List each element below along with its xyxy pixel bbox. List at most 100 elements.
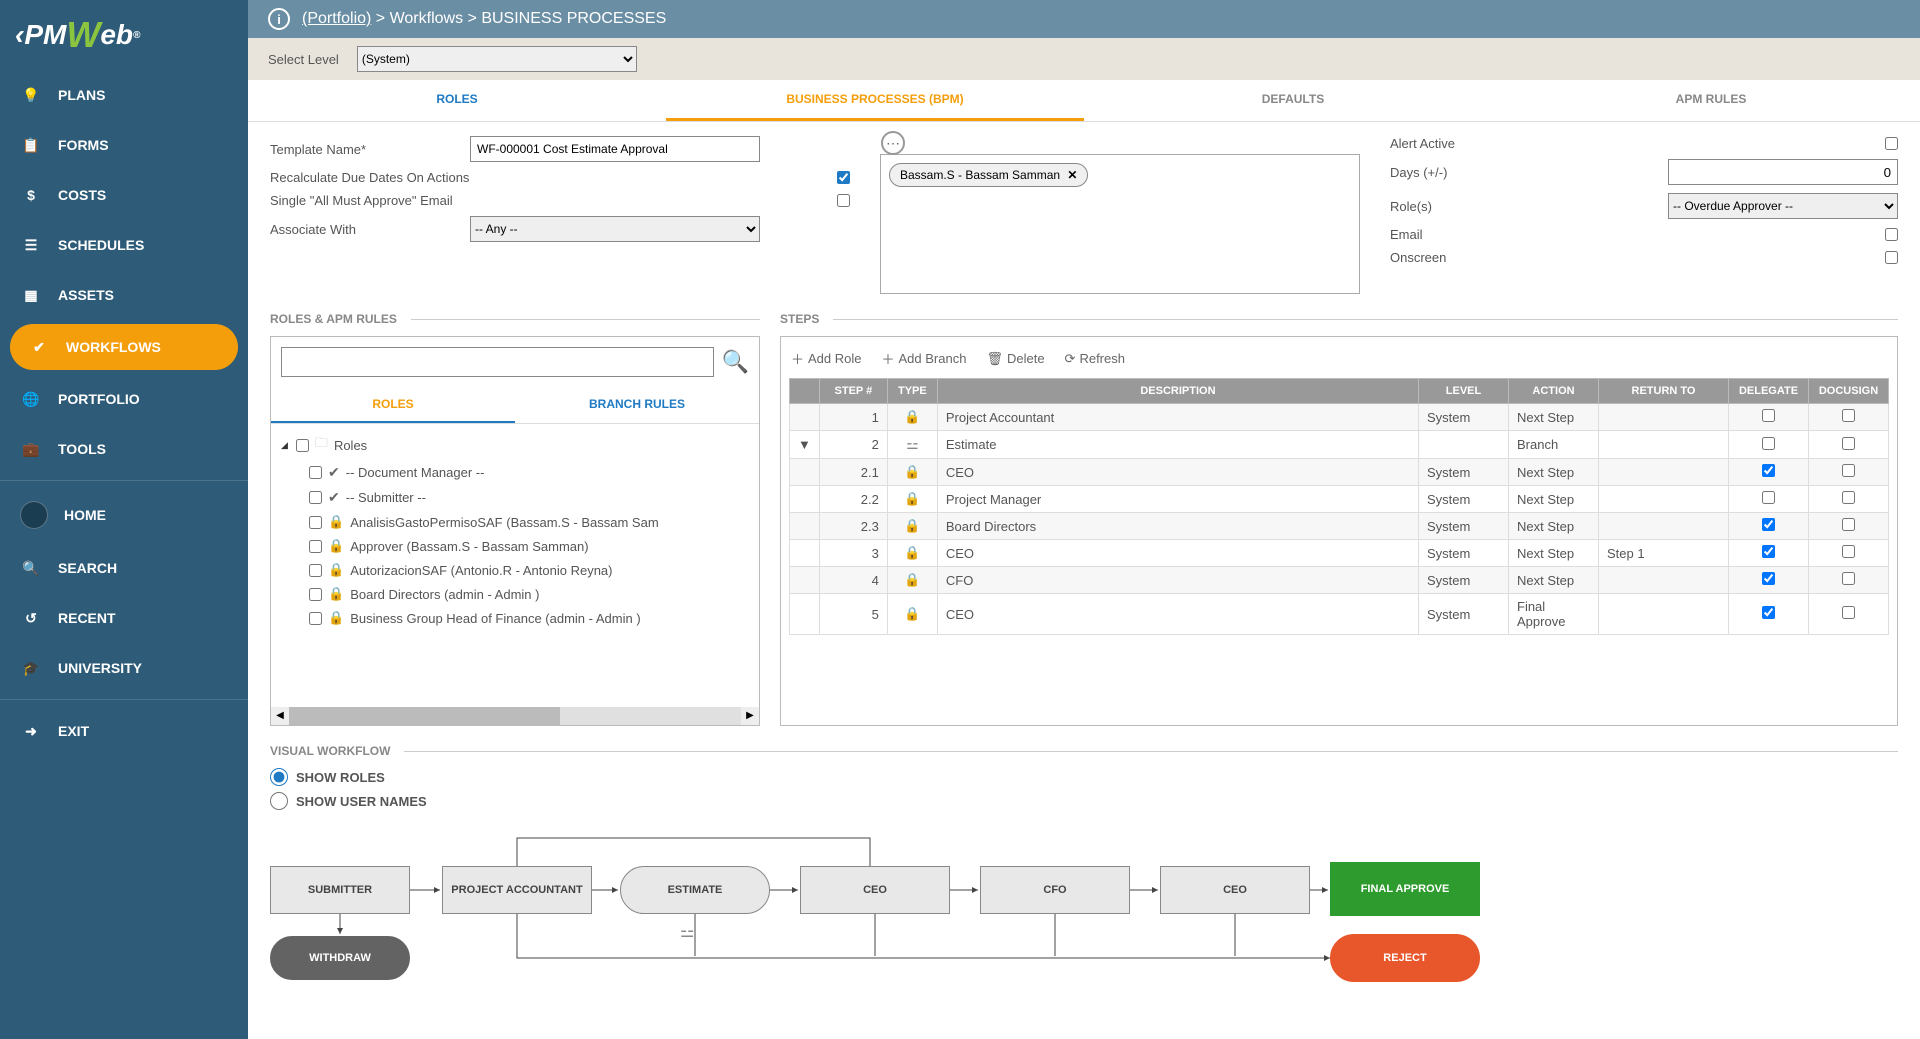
delegate-checkbox[interactable] (1762, 437, 1775, 450)
tag-box[interactable]: ⋯ Bassam.S - Bassam Samman ✕ (880, 154, 1360, 294)
docusign-checkbox[interactable] (1842, 606, 1855, 619)
breadcrumb-portfolio[interactable]: (Portfolio) (302, 10, 371, 27)
days-input[interactable] (1668, 159, 1898, 185)
refresh-button[interactable]: ⟳Refresh (1065, 349, 1125, 368)
delegate-checkbox[interactable] (1762, 545, 1775, 558)
level-select[interactable]: (System) (357, 46, 637, 72)
nav-recent[interactable]: ↺RECENT (0, 593, 248, 643)
docusign-checkbox[interactable] (1842, 545, 1855, 558)
nav-portfolio[interactable]: 🌐PORTFOLIO (0, 374, 248, 424)
tree-item[interactable]: 🔒AnalisisGastoPermisoSAF (Bassam.S - Bas… (279, 510, 751, 534)
roles-tab-branch-rules[interactable]: BRANCH RULES (515, 387, 759, 423)
tab-business-processes-bpm-[interactable]: BUSINESS PROCESSES (BPM) (666, 80, 1084, 121)
docusign-cell[interactable] (1809, 513, 1889, 540)
tree-item[interactable]: ✔-- Submitter -- (279, 485, 751, 510)
docusign-cell[interactable] (1809, 594, 1889, 635)
nav-university[interactable]: 🎓UNIVERSITY (0, 643, 248, 693)
tree-root[interactable]: 🗀 Roles (279, 430, 751, 460)
hscroll[interactable]: ◀▶ (271, 707, 759, 725)
delegate-checkbox[interactable] (1762, 518, 1775, 531)
steps-row[interactable]: 2.3🔒Board DirectorsSystemNext Step (790, 513, 1889, 540)
docusign-checkbox[interactable] (1842, 572, 1855, 585)
delegate-cell[interactable] (1729, 540, 1809, 567)
search-icon[interactable]: 🔍 (722, 349, 749, 375)
tree-root-checkbox[interactable] (296, 439, 309, 452)
tree-checkbox[interactable] (309, 612, 322, 625)
ellipsis-button[interactable]: ⋯ (881, 131, 905, 155)
docusign-cell[interactable] (1809, 567, 1889, 594)
delegate-cell[interactable] (1729, 567, 1809, 594)
tab-defaults[interactable]: DEFAULTS (1084, 80, 1502, 121)
nav-forms[interactable]: 📋FORMS (0, 120, 248, 170)
delegate-cell[interactable] (1729, 431, 1809, 459)
add-role-button[interactable]: ＋Add Role (791, 349, 862, 368)
expand-cell[interactable] (790, 486, 820, 513)
docusign-checkbox[interactable] (1842, 437, 1855, 450)
steps-row[interactable]: 2.2🔒Project ManagerSystemNext Step (790, 486, 1889, 513)
docusign-checkbox[interactable] (1842, 491, 1855, 504)
tree-checkbox[interactable] (309, 588, 322, 601)
alert-active-checkbox[interactable] (1885, 137, 1898, 150)
docusign-cell[interactable] (1809, 431, 1889, 459)
expand-cell[interactable] (790, 513, 820, 540)
expand-cell[interactable] (790, 594, 820, 635)
template-name-input[interactable] (470, 136, 760, 162)
nav-schedules[interactable]: ☰SCHEDULES (0, 220, 248, 270)
wf-node-ceo1[interactable]: CEO (800, 866, 950, 914)
tree-item[interactable]: 🔒Approver (Bassam.S - Bassam Samman) (279, 534, 751, 558)
docusign-cell[interactable] (1809, 404, 1889, 431)
tag-remove-icon[interactable]: ✕ (1067, 168, 1077, 182)
docusign-checkbox[interactable] (1842, 464, 1855, 477)
docusign-checkbox[interactable] (1842, 409, 1855, 422)
tab-roles[interactable]: ROLES (248, 80, 666, 121)
delegate-cell[interactable] (1729, 404, 1809, 431)
tree-item[interactable]: 🔒AutorizacionSAF (Antonio.R - Antonio Re… (279, 558, 751, 582)
steps-row[interactable]: 3🔒CEOSystemNext StepStep 1 (790, 540, 1889, 567)
tree-item[interactable]: ✔-- Document Manager -- (279, 460, 751, 485)
docusign-cell[interactable] (1809, 486, 1889, 513)
docusign-cell[interactable] (1809, 540, 1889, 567)
nav-tools[interactable]: 💼TOOLS (0, 424, 248, 474)
show-roles-radio[interactable] (270, 768, 288, 786)
nav-workflows[interactable]: ✔WORKFLOWS (10, 324, 238, 370)
roles-tab-roles[interactable]: ROLES (271, 387, 515, 423)
wf-node-ceo2[interactable]: CEO (1160, 866, 1310, 914)
docusign-checkbox[interactable] (1842, 518, 1855, 531)
steps-row[interactable]: 1🔒Project AccountantSystemNext Step (790, 404, 1889, 431)
tree-checkbox[interactable] (309, 564, 322, 577)
expand-cell[interactable] (790, 567, 820, 594)
nav-exit[interactable]: ➜EXIT (0, 706, 248, 756)
tab-apm-rules[interactable]: APM RULES (1502, 80, 1920, 121)
expand-cell[interactable]: ▼ (790, 431, 820, 459)
delegate-checkbox[interactable] (1762, 491, 1775, 504)
show-users-radio[interactable] (270, 792, 288, 810)
expand-cell[interactable] (790, 404, 820, 431)
roles-search-input[interactable] (281, 347, 714, 377)
wf-node-submitter[interactable]: SUBMITTER (270, 866, 410, 914)
tree-checkbox[interactable] (309, 540, 322, 553)
recalc-checkbox[interactable] (837, 171, 850, 184)
nav-search[interactable]: 🔍SEARCH (0, 543, 248, 593)
delegate-checkbox[interactable] (1762, 572, 1775, 585)
tree-checkbox[interactable] (309, 491, 322, 504)
wf-node-pa[interactable]: PROJECT ACCOUNTANT (442, 866, 592, 914)
tree-checkbox[interactable] (309, 466, 322, 479)
single-email-checkbox[interactable] (837, 194, 850, 207)
delete-button[interactable]: 🗑Delete (986, 349, 1044, 368)
docusign-cell[interactable] (1809, 459, 1889, 486)
tree-checkbox[interactable] (309, 516, 322, 529)
tree-item[interactable]: 🔒Board Directors (admin - Admin ) (279, 582, 751, 606)
wf-node-estimate[interactable]: ESTIMATE (620, 866, 770, 914)
delegate-checkbox[interactable] (1762, 464, 1775, 477)
add-branch-button[interactable]: ＋Add Branch (882, 349, 967, 368)
expand-cell[interactable] (790, 540, 820, 567)
wf-node-withdraw[interactable]: WITHDRAW (270, 936, 410, 980)
wf-node-cfo[interactable]: CFO (980, 866, 1130, 914)
wf-node-final[interactable]: FINAL APPROVE (1330, 862, 1480, 916)
info-icon[interactable]: i (268, 8, 290, 30)
steps-row[interactable]: 5🔒CEOSystemFinal Approve (790, 594, 1889, 635)
assoc-select[interactable]: -- Any -- (470, 216, 760, 242)
steps-row[interactable]: ▼2⚍EstimateBranch (790, 431, 1889, 459)
delegate-cell[interactable] (1729, 459, 1809, 486)
roles-select[interactable]: -- Overdue Approver -- (1668, 193, 1898, 219)
